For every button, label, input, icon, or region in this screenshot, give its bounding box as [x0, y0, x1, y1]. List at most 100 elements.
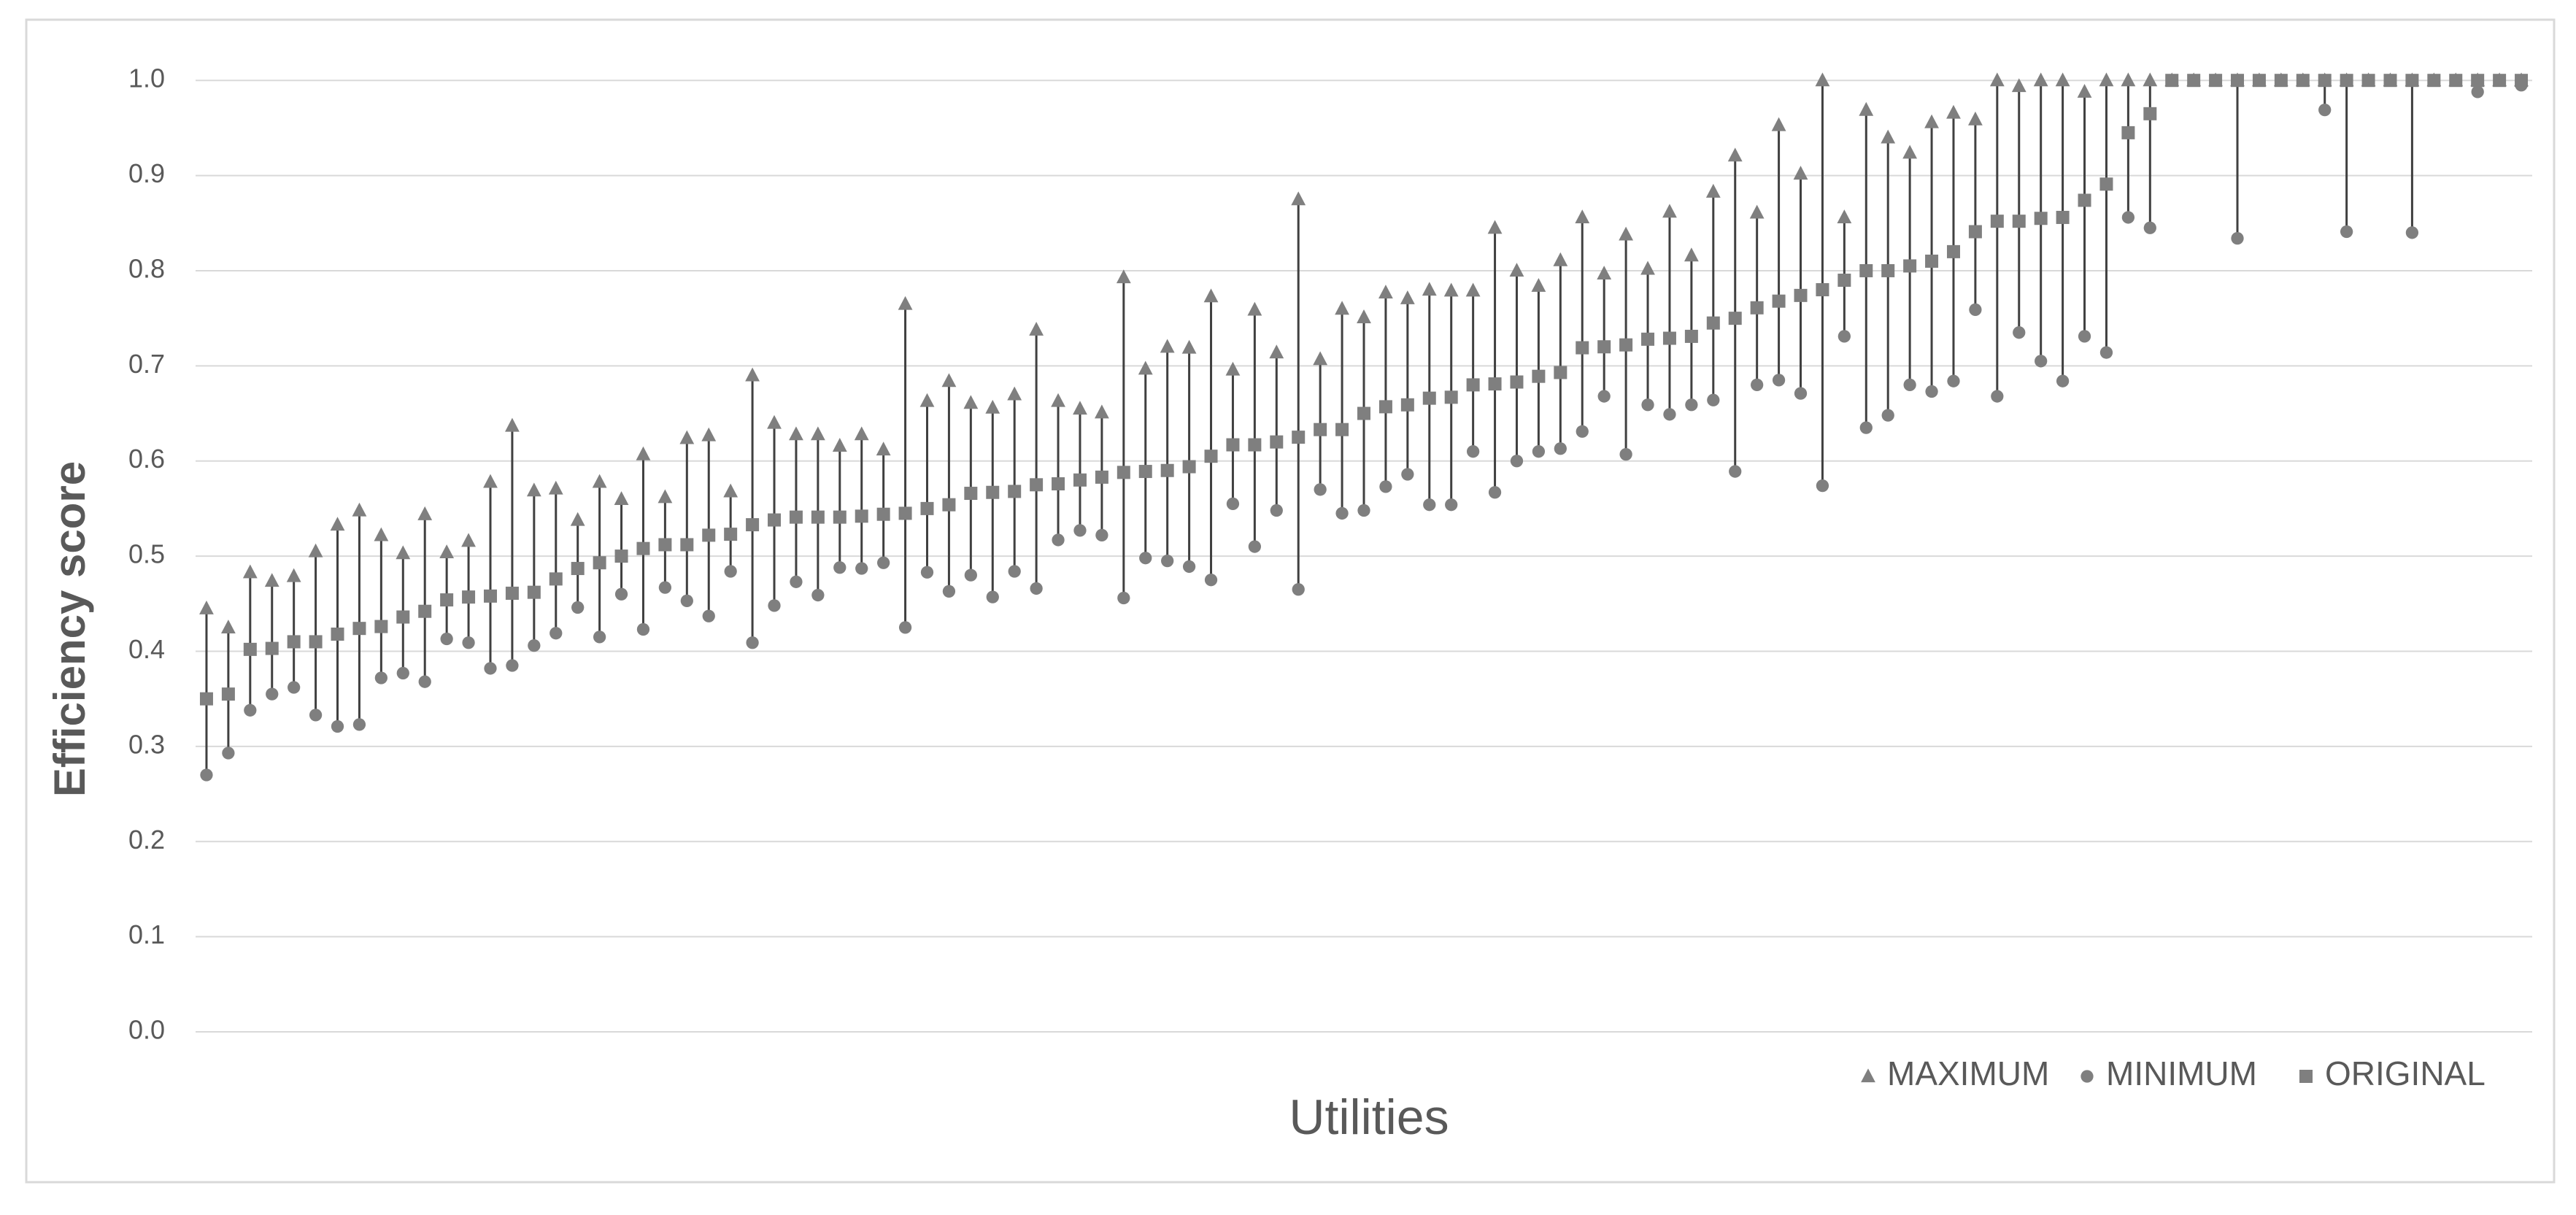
square-marker	[1314, 423, 1327, 436]
square-marker	[352, 622, 366, 636]
circle-marker	[1685, 398, 1698, 412]
circle-marker	[1707, 393, 1720, 406]
circle-marker	[2035, 355, 2048, 368]
circle-marker	[1030, 582, 1043, 595]
square-marker	[1270, 435, 1284, 449]
circle-marker	[1270, 504, 1283, 517]
circle-marker	[1226, 497, 1240, 511]
circle-marker	[2121, 211, 2135, 224]
circle-marker	[1182, 560, 1196, 574]
square-marker	[2056, 210, 2070, 224]
square-marker	[505, 586, 519, 600]
square-marker	[1619, 338, 1633, 352]
circle-marker	[1052, 533, 1065, 547]
square-marker	[2209, 74, 2223, 88]
legend-label: MINIMUM	[2106, 1054, 2257, 1092]
circle-marker	[1816, 479, 1829, 493]
circle-marker	[396, 666, 409, 680]
triangle-marker	[985, 399, 1000, 414]
circle-marker	[200, 768, 213, 782]
legend-marker	[1861, 1068, 1875, 1083]
circle-marker	[1314, 483, 1327, 496]
circle-marker	[1161, 554, 1174, 568]
legend: MAXIMUM MINIMUM ORIGINAL	[1861, 1054, 2486, 1092]
triangle-marker	[723, 483, 739, 498]
square-marker	[2471, 74, 2485, 88]
circle-marker	[1751, 378, 1764, 392]
square-marker	[658, 538, 672, 552]
triangle-marker	[417, 506, 433, 520]
triangle-marker	[658, 489, 673, 504]
square-marker	[1335, 423, 1349, 436]
triangle-marker	[2143, 72, 2158, 87]
square-marker	[1138, 465, 1152, 479]
triangle-marker	[636, 446, 651, 460]
circle-marker	[636, 622, 650, 636]
circle-marker	[2078, 330, 2091, 343]
circle-marker	[614, 587, 628, 601]
square-marker	[199, 692, 213, 706]
circle-marker	[1947, 374, 1960, 387]
circle-marker	[1204, 574, 1218, 587]
square-marker	[2034, 212, 2048, 225]
circle-marker	[571, 601, 585, 614]
circle-marker	[1095, 528, 1108, 542]
triangle-marker	[1815, 72, 1830, 87]
circle-marker	[1292, 583, 1305, 596]
circle-marker	[1729, 465, 1742, 478]
chart-frame	[25, 18, 2556, 1184]
circle-marker	[1991, 390, 2004, 403]
triangle-marker	[1531, 278, 1546, 292]
triangle-marker	[1094, 404, 1109, 419]
circle-marker	[920, 566, 934, 579]
circle-marker	[440, 632, 453, 646]
circle-marker	[1925, 385, 1938, 398]
square-marker	[898, 506, 912, 520]
circle-marker	[746, 636, 759, 649]
triangle-marker	[2055, 72, 2070, 87]
circle-marker	[811, 588, 825, 602]
circle-marker	[1466, 445, 1480, 458]
circle-marker	[309, 709, 323, 722]
square-marker	[702, 528, 716, 542]
square-marker	[2121, 126, 2135, 139]
y-tick-label: 0.0	[128, 1015, 165, 1045]
triangle-marker	[1771, 117, 1786, 131]
square-marker	[2493, 74, 2507, 88]
circle-marker	[331, 720, 344, 733]
y-tick-label: 0.8	[128, 253, 165, 283]
square-marker	[636, 541, 650, 555]
square-marker	[1095, 470, 1108, 484]
triangle-marker	[1968, 111, 1983, 126]
triangle-marker	[242, 564, 258, 579]
circle-marker	[2013, 326, 2026, 339]
triangle-marker	[483, 474, 498, 488]
triangle-marker	[1597, 266, 1612, 279]
circle-marker	[1597, 390, 1611, 403]
square-marker	[876, 507, 890, 521]
triangle-marker	[810, 426, 825, 441]
legend-label: ORIGINAL	[2325, 1054, 2486, 1092]
triangle-marker	[898, 296, 913, 310]
triangle-marker	[505, 417, 520, 432]
y-tick-label: 0.4	[128, 634, 165, 664]
circle-marker	[1641, 398, 1654, 412]
circle-marker	[418, 675, 431, 688]
circle-marker	[1554, 442, 1567, 455]
circle-marker	[244, 703, 257, 717]
square-marker	[2012, 215, 2026, 228]
square-marker	[2427, 74, 2441, 88]
circle-marker	[1772, 374, 1786, 387]
square-marker	[1160, 463, 1174, 477]
circle-marker	[484, 662, 497, 675]
triangle-marker	[963, 395, 979, 409]
square-marker	[2383, 74, 2397, 88]
square-marker	[1772, 294, 1786, 308]
triangle-marker	[1989, 72, 2005, 87]
circle-marker	[1008, 565, 1021, 578]
triangle-marker	[1138, 360, 1153, 375]
triangle-marker	[352, 502, 367, 517]
triangle-marker	[330, 517, 345, 531]
square-marker	[571, 562, 585, 576]
